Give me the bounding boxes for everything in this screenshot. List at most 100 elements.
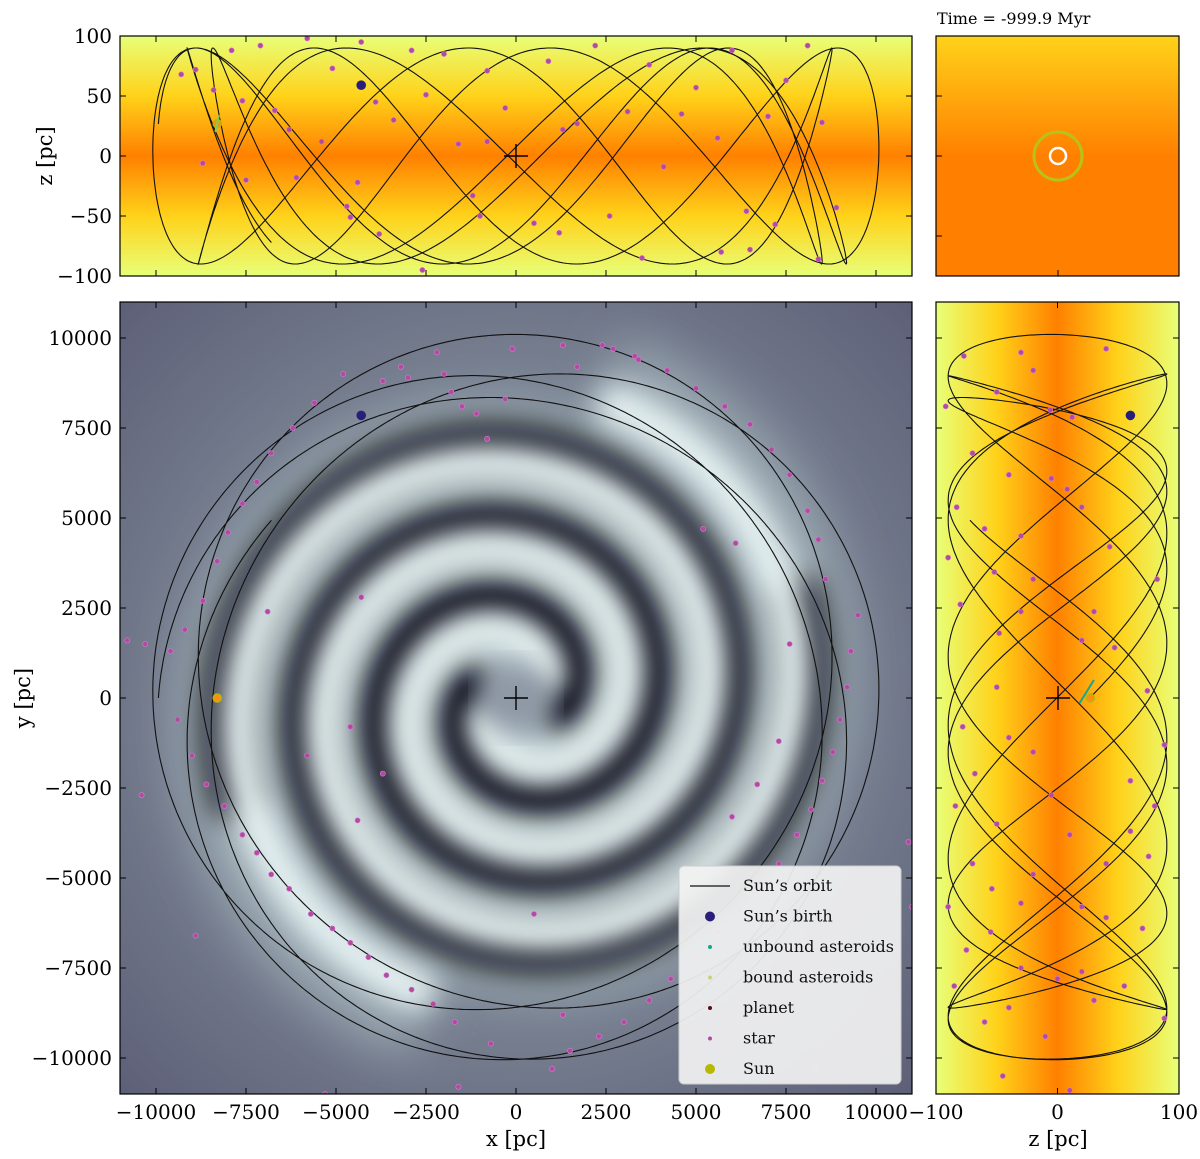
main-star-marker-11 [289, 425, 296, 431]
legend-unbound-label: unbound asteroids [743, 937, 894, 956]
right-star-marker-32 [1161, 741, 1168, 748]
legend-birth-label: Sun’s birth [743, 907, 833, 926]
main-star-marker-32 [347, 939, 354, 946]
right-star-marker-57 [981, 1019, 988, 1025]
main-star-marker-23 [189, 752, 195, 759]
main-star-marker-88 [304, 752, 311, 759]
right-star-marker-16 [1106, 543, 1113, 550]
main-xtick-label-7: 7500 [761, 1100, 812, 1124]
main-star-marker-89 [264, 608, 271, 615]
top-star-marker-39 [819, 119, 825, 126]
top-star-marker-35 [747, 246, 753, 253]
top-star-marker-3 [228, 47, 235, 54]
right-sun-orbit-line [947, 333, 1168, 1061]
right-star-marker-41 [969, 860, 976, 867]
main-star-marker-19 [167, 648, 174, 655]
right-star-marker-12 [953, 504, 960, 511]
top-star-marker-53 [743, 208, 750, 215]
top-star-marker-49 [484, 138, 491, 145]
right-star-marker-24 [996, 630, 1003, 637]
right-star-marker-0 [942, 403, 949, 410]
top-asteroid-trail [214, 114, 220, 133]
main-x-axis-label: x [pc] [486, 1127, 546, 1151]
main-star-marker-21 [124, 637, 131, 644]
main-star-marker-45 [567, 1047, 573, 1054]
main-star-marker-86 [379, 770, 386, 777]
main-star-marker-85 [347, 723, 354, 730]
right-star-marker-44 [989, 885, 995, 892]
legend-sun-label: Sun [743, 1059, 775, 1078]
top-star-marker-42 [243, 177, 249, 183]
main-star-marker-58 [829, 749, 836, 755]
small-panel-ticks [936, 95, 1059, 276]
main-star-marker-68 [747, 421, 753, 428]
main-star-marker-83 [754, 781, 761, 788]
top-star-marker-45 [354, 179, 361, 186]
right-star-marker-21 [957, 601, 964, 608]
spiral-arms [177, 339, 855, 1057]
right-star-marker-49 [987, 929, 994, 935]
small-panel [935, 35, 1180, 277]
main-star-marker-9 [340, 371, 347, 377]
right-star-marker-47 [945, 903, 951, 910]
top-star-marker-10 [329, 65, 336, 72]
right-sun-marker [1085, 693, 1096, 703]
main-star-marker-64 [815, 536, 822, 543]
top-star-marker-52 [718, 249, 725, 255]
top-star-marker-23 [545, 58, 552, 65]
top-star-marker-4 [239, 97, 246, 104]
main-star-marker-65 [804, 507, 811, 514]
main-ytick-label-3: 2500 [61, 596, 112, 620]
top-star-marker-43 [293, 174, 300, 181]
top-star-marker-19 [469, 192, 476, 199]
main-star-marker-28 [268, 871, 275, 878]
legend-unbound-swatch [708, 945, 712, 949]
right-star-marker-55 [951, 983, 958, 989]
main-star-marker-2 [448, 389, 455, 395]
main-star-marker-90 [358, 594, 365, 601]
main-star-marker-15 [225, 529, 231, 536]
main-star-marker-56 [808, 806, 815, 813]
top-star-marker-27 [606, 213, 613, 219]
top-sun-orbit-line [152, 47, 880, 266]
right-star-marker-29 [959, 723, 966, 730]
main-star-marker-4 [473, 410, 480, 417]
right-special-markers [1078, 410, 1136, 704]
top-star-marker-47 [419, 267, 426, 273]
right-star-marker-33 [972, 770, 978, 777]
top-y-axis-label: z [pc] [33, 126, 57, 185]
legend-birth-swatch [705, 911, 715, 922]
top-star-markers [178, 36, 840, 273]
main-star-marker-60 [844, 684, 851, 691]
main-ytick-label-7: −7500 [44, 956, 112, 980]
top-ytick-label-4: −100 [57, 264, 112, 288]
top-star-marker-7 [286, 126, 293, 133]
main-star-marker-47 [621, 1019, 627, 1025]
main-star-marker-77 [559, 1011, 566, 1018]
top-star-marker-9 [318, 138, 325, 145]
main-star-marker-29 [286, 885, 293, 892]
right-xtick-label-1: 0 [1051, 1100, 1064, 1124]
right-star-marker-39 [1127, 828, 1134, 835]
right-star-marker-3 [1030, 367, 1037, 374]
main-star-marker-37 [451, 1019, 458, 1025]
right-star-marker-2 [1018, 349, 1024, 356]
main-xtick-label-8: 10000 [844, 1100, 908, 1124]
top-star-marker-28 [624, 108, 631, 115]
main-star-marker-80 [732, 540, 739, 547]
main-star-marker-87 [354, 817, 361, 824]
legend-sun-swatch [705, 1064, 715, 1074]
right-star-marker-9 [1006, 471, 1012, 478]
top-special-markers [212, 80, 367, 133]
time-label: Time = -999.9 Myr [937, 9, 1091, 28]
main-star-marker-1 [441, 371, 447, 377]
top-panel: 100 50 0 −50 −100 z [pc] [33, 24, 913, 288]
main-star-marker-59 [837, 716, 843, 723]
main-star-marker-31 [329, 925, 336, 932]
main-star-marker-14 [239, 500, 246, 507]
main-star-marker-92 [574, 363, 581, 370]
main-xtick-label-0: −10000 [116, 1100, 196, 1124]
main-legend: Sun’s orbit Sun’s birth unbound asteroids b… [678, 865, 902, 1085]
right-star-markers [942, 345, 1168, 1094]
right-star-marker-17 [945, 554, 951, 561]
